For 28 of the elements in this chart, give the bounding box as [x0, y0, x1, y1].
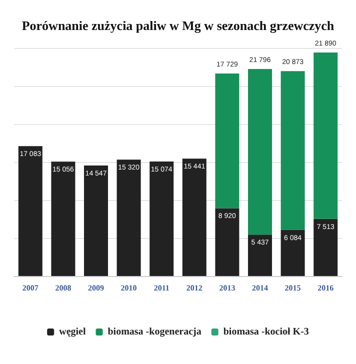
x-tick-label: 2009: [88, 284, 104, 292]
bar: [182, 158, 206, 276]
x-tick-label: 2016: [318, 284, 334, 292]
x-tick-label: 2012: [186, 284, 202, 292]
x-tick-label: 2007: [22, 284, 38, 292]
bar: [215, 73, 240, 208]
bar: [280, 71, 305, 230]
legend-label: biomasa -kocioł K-3: [223, 326, 309, 338]
bar: [51, 162, 76, 276]
x-tick-label: 2015: [284, 284, 301, 292]
x-tick-label: 2013: [219, 284, 236, 292]
bar: [84, 165, 108, 276]
bar: [215, 208, 240, 276]
bar: [314, 52, 338, 219]
bar: [248, 234, 272, 276]
x-tick-label: 2014: [252, 284, 268, 292]
x-tick-label: 2010: [120, 284, 137, 292]
bar: [150, 161, 174, 276]
chart-title: Porównanie zużycia paliw w Mg w sezonach grzewczych: [22, 18, 335, 33]
x-tick-label: 2008: [55, 284, 72, 292]
bar: [116, 160, 141, 276]
bar: [18, 146, 42, 276]
legend-label: biomasa -kogeneracja: [108, 326, 202, 338]
x-tick-label: 2011: [154, 284, 170, 292]
bar: [314, 218, 338, 276]
bar: [248, 69, 272, 235]
legend-label: węgiel: [59, 326, 86, 338]
bar: [280, 230, 305, 276]
